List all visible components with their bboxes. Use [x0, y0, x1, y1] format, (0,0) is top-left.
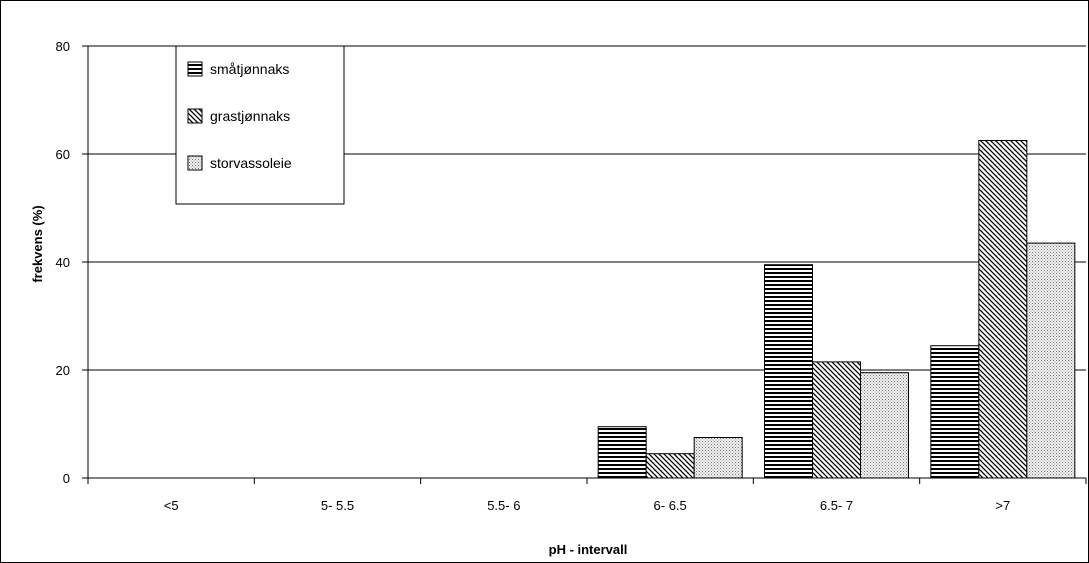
bar	[1026, 242, 1076, 479]
y-tick-label: 80	[56, 39, 70, 54]
legend-swatch	[187, 61, 203, 77]
x-tick-label: 6- 6.5	[654, 498, 687, 513]
legend-box	[175, 45, 345, 205]
bar	[645, 453, 695, 479]
y-tick-label: 60	[56, 147, 70, 162]
x-tick-label: >7	[995, 498, 1010, 513]
bar	[693, 437, 743, 479]
bar	[978, 140, 1028, 479]
bar	[812, 361, 861, 479]
y-tick-label: 40	[56, 255, 70, 270]
legend: småtjønnaks grastjønnaks storvassoleie	[175, 45, 345, 205]
legend-label: storvassoleie	[210, 155, 292, 171]
bar	[930, 345, 980, 479]
bar	[860, 372, 909, 479]
x-tick-label: 5.5- 6	[487, 498, 520, 513]
y-axis-title: frekvens (%)	[30, 205, 45, 282]
y-tick-label: 20	[56, 363, 70, 378]
x-tick-label: <5	[164, 498, 179, 513]
x-tick-label: 5- 5.5	[321, 498, 354, 513]
axes	[82, 45, 1087, 484]
bars	[597, 140, 1076, 479]
legend-label: grastjønnaks	[210, 108, 290, 124]
bar	[597, 426, 647, 479]
y-tick-labels: 0 20 40 60 80	[56, 39, 70, 486]
legend-swatch	[187, 108, 203, 124]
x-tick-label: 6.5- 7	[820, 498, 853, 513]
legend-label: småtjønnaks	[210, 61, 289, 77]
legend-swatch	[187, 155, 203, 171]
x-axis-title: pH - intervall	[549, 542, 628, 557]
x-tick-labels: <5 5- 5.5 5.5- 6 6- 6.5 6.5- 7 >7	[164, 498, 1010, 513]
y-tick-label: 0	[63, 471, 70, 486]
bar	[764, 264, 813, 479]
